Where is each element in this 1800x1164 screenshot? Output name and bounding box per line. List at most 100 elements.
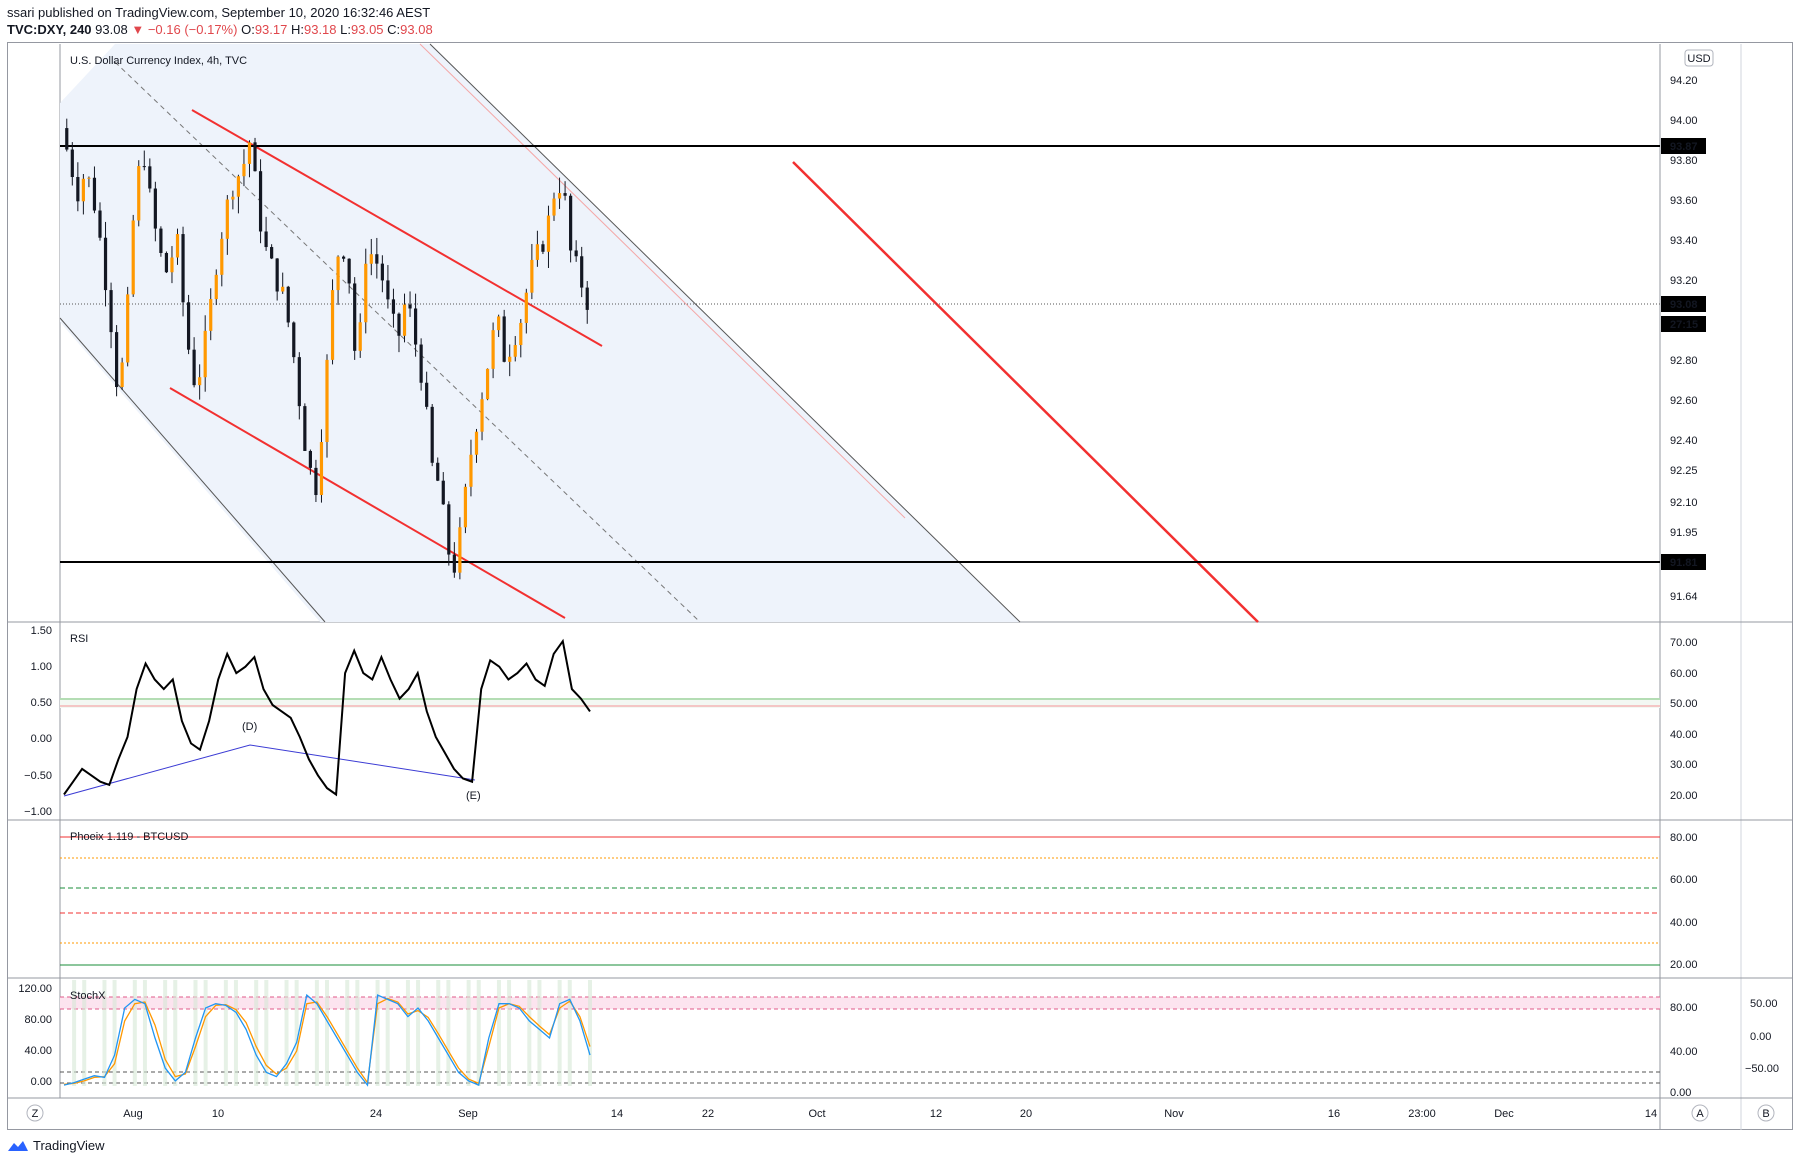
stoch-cross-band	[325, 980, 329, 1086]
candle-body	[480, 399, 484, 432]
stoch-far-right-tick: 50.00	[1750, 998, 1778, 1010]
stoch-cross-band	[385, 980, 390, 1086]
candle-body	[286, 286, 290, 323]
candle-body	[281, 286, 285, 292]
candle-body	[535, 244, 539, 260]
stoch-cross-band	[588, 980, 592, 1086]
price-change: ▼ −0.16 (−0.17%)	[131, 22, 238, 37]
candle-body	[109, 290, 113, 333]
stoch-cross-band	[446, 980, 451, 1086]
phoeix-title: Phoeix 1.119 - BTCUSD	[70, 831, 188, 843]
symbol-ohlc-line: TVC:DXY, 240 93.08 ▼ −0.16 (−0.17%) O:93…	[7, 22, 433, 37]
divergence-line[interactable]	[63, 744, 476, 797]
currency-button[interactable]	[1684, 49, 1714, 67]
candle-body	[380, 263, 384, 281]
stoch-cross-band	[416, 980, 421, 1086]
channel-inner-thin-line[interactable]	[419, 43, 906, 519]
countdown-tag-text: 27:15	[1670, 319, 1698, 331]
candle-body	[297, 357, 301, 407]
y-tick: 93.40	[1670, 235, 1698, 247]
candle-body	[447, 504, 451, 555]
candle-body	[214, 274, 218, 300]
stoch-cross-band	[375, 980, 380, 1086]
y-tick: 92.60	[1670, 395, 1698, 407]
close-label: C:	[387, 22, 401, 37]
timezone-button[interactable]	[26, 1104, 44, 1122]
stoch-cross-band	[193, 980, 198, 1086]
candle-body	[397, 313, 401, 336]
symbol-name: TVC:DXY, 240	[7, 22, 92, 37]
stoch-cross-bands	[72, 980, 592, 1086]
currency-button-label: USD	[1687, 53, 1710, 65]
price-pane[interactable]	[59, 43, 1660, 623]
candle-body	[469, 454, 473, 487]
stoch-d-line[interactable]	[63, 997, 591, 1085]
candle-body	[148, 166, 152, 189]
candle-body	[458, 527, 462, 573]
candle-body	[569, 195, 573, 251]
stoch-cross-band	[527, 980, 532, 1086]
stoch-right-tick: 0.00	[1670, 1087, 1691, 1099]
stoch-cross-band	[284, 980, 289, 1086]
y-tick: 92.25	[1670, 465, 1698, 477]
candle-body	[430, 406, 434, 463]
stoch-title: StochX	[70, 990, 106, 1002]
candle-body	[485, 368, 490, 400]
upper-level-tag-text: 93.87	[1670, 141, 1698, 153]
candle-body	[164, 252, 169, 273]
stoch-left-tick: 80.00	[24, 1014, 52, 1026]
candles-group	[65, 118, 589, 580]
candle-body	[436, 462, 440, 481]
y-tick: 92.10	[1670, 497, 1698, 509]
candle-body	[580, 256, 584, 288]
stoch-far-right-tick: −50.00	[1745, 1063, 1779, 1075]
stoch-left-tick: 0.00	[31, 1076, 52, 1088]
y-tick: 94.00	[1670, 115, 1698, 127]
b-scale-button[interactable]	[1757, 1104, 1775, 1122]
candle-body	[347, 258, 351, 284]
rsi-pane[interactable]	[60, 638, 1660, 797]
auto-scale-button[interactable]	[1691, 1104, 1709, 1122]
candle-body	[115, 332, 119, 388]
wave-label-d: (D)	[242, 721, 257, 733]
candle-body	[319, 442, 324, 496]
footer-brand[interactable]: TradingView	[7, 1138, 105, 1153]
stoch-cross-band	[102, 980, 107, 1086]
stoch-pane[interactable]	[60, 980, 1660, 1087]
stoch-cross-band	[233, 980, 238, 1086]
stoch-cross-band	[314, 980, 319, 1086]
descending-channel-fill	[60, 44, 1020, 622]
rsi-left-tick: 1.00	[31, 661, 52, 673]
stoch-left-tick: 40.00	[24, 1045, 52, 1057]
rsi-line[interactable]	[63, 638, 591, 797]
candle-body	[270, 247, 274, 259]
channel-lower-line[interactable]	[59, 317, 326, 623]
candle-body	[231, 196, 235, 200]
candle-body	[247, 142, 252, 164]
y-tick: 92.80	[1670, 355, 1698, 367]
candle-body	[441, 480, 445, 505]
wedge-lower-red-line[interactable]	[169, 387, 566, 619]
channel-upper-line[interactable]	[429, 43, 1021, 623]
upper-level-tag	[1661, 138, 1706, 154]
y-tick: 91.95	[1670, 527, 1698, 539]
candle-body	[546, 215, 551, 252]
candle-body	[170, 257, 174, 273]
time-label: Sep	[458, 1108, 478, 1120]
candle-body	[552, 198, 556, 216]
wedge-upper-red-line[interactable]	[191, 109, 603, 347]
low-label: L:	[340, 22, 351, 37]
candle-body	[530, 259, 534, 293]
stoch-k-line[interactable]	[63, 993, 591, 1087]
tradingview-logo-icon	[8, 1140, 28, 1151]
lower-level-tag-text: 91.81	[1670, 557, 1698, 569]
y-tick: 92.40	[1670, 435, 1698, 447]
main-chart-title: U.S. Dollar Currency Index, 4h, TVC	[70, 55, 247, 67]
projection-red-line[interactable]	[792, 161, 1259, 623]
candle-body	[264, 231, 268, 248]
stoch-cross-band	[203, 980, 208, 1086]
phoeix-pane[interactable]	[60, 836, 1660, 966]
candle-body	[131, 220, 135, 295]
candle-body	[463, 486, 468, 528]
